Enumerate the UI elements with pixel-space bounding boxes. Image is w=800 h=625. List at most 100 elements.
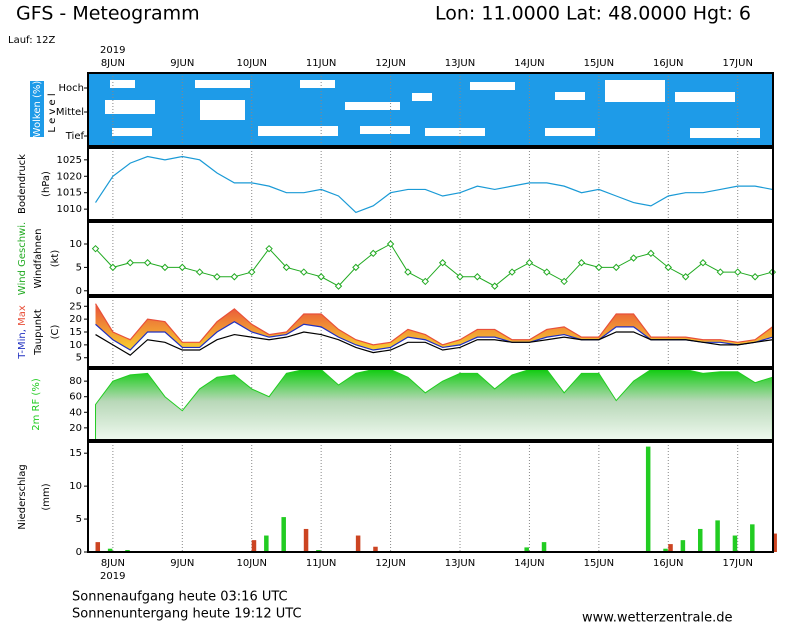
level-label: Mittel [56, 107, 84, 118]
marker [91, 244, 100, 253]
y-label-part: T-Min, [17, 329, 28, 360]
marker [143, 259, 152, 267]
marker [734, 268, 742, 276]
panel-frame [87, 221, 774, 296]
y-label: L e v e l [47, 93, 58, 132]
x-tick-label: 10JUN [236, 58, 266, 69]
year: 2019 [100, 571, 125, 582]
y-unit: (mm) [41, 483, 52, 510]
marker [629, 254, 638, 262]
x-tick-label: 9JUN [170, 558, 194, 569]
y-tick-label: 10 [69, 239, 82, 250]
y-tick-label: 0 [76, 286, 82, 297]
run: Lauf: 12Z [8, 35, 55, 46]
marker [751, 273, 759, 281]
x-tick-label: 12JUN [375, 558, 405, 569]
marker [543, 268, 551, 276]
sunrise: Sonnenaufgang heute 03:16 UTC [72, 590, 288, 605]
y-tick-label: 1010 [57, 204, 82, 215]
panel-frame [87, 147, 774, 221]
marker [595, 263, 603, 272]
marker [525, 259, 534, 267]
marker [386, 240, 395, 248]
marker [404, 268, 412, 276]
bar [95, 542, 101, 552]
y-label-part: Max [17, 305, 28, 326]
line [95, 243, 773, 287]
y-label: Windfahnen [33, 229, 44, 289]
temp-band [95, 303, 773, 351]
panel-frame [87, 72, 774, 147]
x-tick-label: 16JUN [653, 58, 683, 69]
x-tick-label: 11JUN [306, 58, 336, 69]
x-tick-label: 13JUN [445, 58, 475, 69]
y-tick-label: 10 [69, 481, 82, 492]
x-tick-label: 13JUN [445, 558, 475, 569]
location: Lon: 11.0000 Lat: 48.0000 Hgt: 6 [435, 3, 751, 25]
x-tick-label: 15JUN [584, 558, 614, 569]
marker [508, 268, 516, 276]
label-box [30, 81, 44, 137]
marker [213, 273, 221, 281]
marker [334, 282, 343, 290]
title: GFS - Meteogramm [16, 3, 200, 25]
marker [647, 249, 655, 258]
y-tick-label: 1015 [57, 188, 82, 199]
x-tick-label: 14JUN [514, 558, 544, 569]
x-tick-label: 16JUN [653, 558, 683, 569]
y-tick-label: 5 [76, 262, 82, 273]
source: www.wetterzentrale.de [582, 611, 732, 625]
marker [109, 263, 117, 272]
bar [251, 540, 257, 552]
y-label: Wolken (%) [32, 81, 43, 138]
marker [178, 263, 187, 272]
y-unit: (hPa) [41, 171, 52, 197]
marker [352, 263, 360, 272]
marker [369, 249, 377, 258]
x-tick-label: 17JUN [722, 58, 752, 69]
y-label: T-Min, Max [17, 305, 28, 360]
y-tick-label: 80 [69, 376, 82, 387]
y-unit: (C) [50, 325, 61, 340]
marker [473, 273, 482, 281]
marker [265, 244, 273, 253]
marker [560, 277, 568, 286]
y-tick-label: 5 [76, 353, 82, 364]
bar [732, 535, 738, 552]
marker [438, 259, 447, 267]
marker [282, 263, 291, 272]
marker [699, 259, 707, 267]
x-tick-label: 8JUN [101, 58, 125, 69]
marker [664, 263, 672, 272]
cloud-blobs [105, 80, 760, 138]
line [95, 331, 773, 356]
y-tick-label: 20 [69, 423, 82, 434]
y-tick-label: 5 [76, 514, 82, 525]
y-tick-label: 15 [69, 448, 82, 459]
bar [373, 546, 378, 552]
y-tick-label: 20 [69, 314, 82, 325]
bar [645, 446, 651, 552]
marker [161, 263, 169, 272]
y-tick-label: 40 [69, 407, 82, 418]
marker [612, 263, 620, 272]
y-tick-label: 10 [69, 340, 82, 351]
y-tick-label: 60 [69, 392, 82, 403]
bar [541, 542, 547, 552]
x-tick-label: 11JUN [306, 558, 336, 569]
marker [248, 268, 256, 276]
y-label: Niederschlag [17, 464, 28, 529]
y-label: 2m RF (%) [31, 378, 42, 431]
x-tick-label: 14JUN [514, 58, 544, 69]
y-tick-label: 1020 [57, 171, 82, 182]
bar [715, 520, 720, 552]
bar [281, 517, 286, 552]
area [95, 368, 773, 441]
line [95, 303, 773, 346]
marker [421, 277, 430, 286]
bar [264, 535, 269, 552]
marker [230, 273, 239, 281]
bar [697, 528, 703, 552]
line [95, 155, 773, 214]
